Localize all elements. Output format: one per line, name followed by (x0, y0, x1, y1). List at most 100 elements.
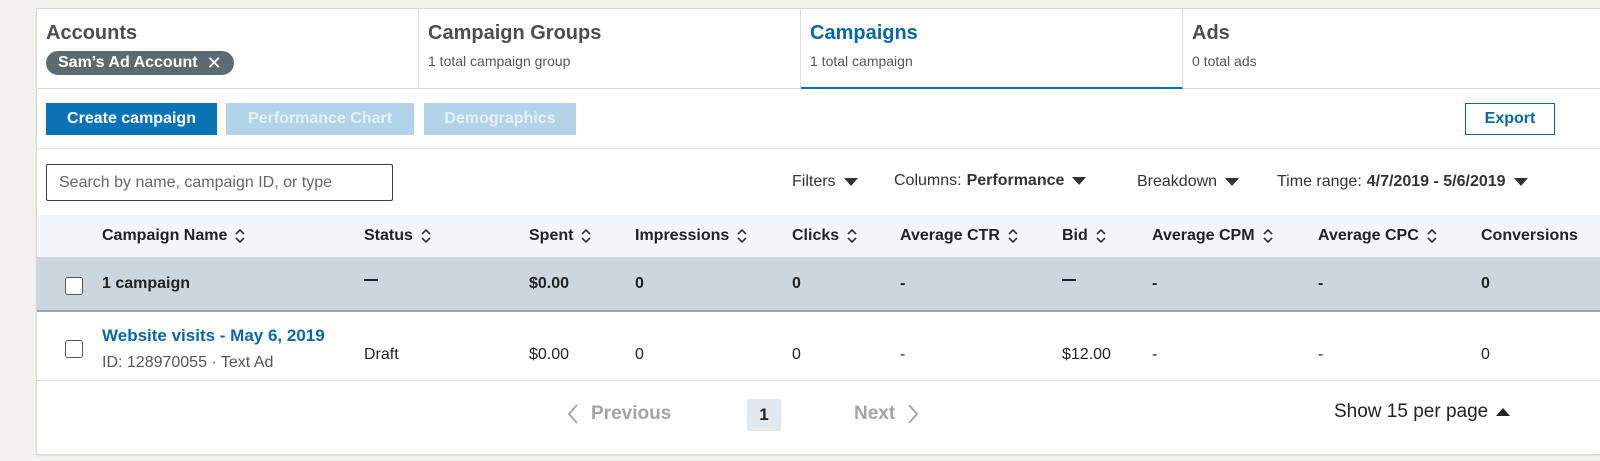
time-range-value: 4/7/2019 - 5/6/2019 (1366, 173, 1506, 190)
close-icon[interactable]: ✕ (206, 53, 222, 73)
table-header: Campaign Name Status Spent Impressions C… (37, 215, 1600, 257)
summary-clicks: 0 (792, 275, 801, 292)
summary-conversions: 0 (1481, 275, 1490, 292)
column-header-status[interactable]: Status (364, 227, 431, 245)
tab-accounts[interactable]: Accounts Sam’s Ad Account ✕ (37, 9, 419, 89)
previous-label: Previous (591, 403, 672, 424)
chevron-right-icon (908, 404, 919, 424)
tab-campaigns[interactable]: Campaigns 1 total campaign (801, 9, 1183, 89)
column-header-label: Bid (1062, 227, 1088, 244)
column-header-label: Campaign Name (102, 227, 228, 244)
pagination: Previous 1 Next Show 15 per page (37, 381, 1600, 447)
export-button[interactable]: Export (1465, 103, 1555, 135)
column-header-bid[interactable]: Bid (1062, 227, 1106, 245)
columns-value: Performance (966, 172, 1065, 189)
column-header-campaign-name[interactable]: Campaign Name (102, 227, 245, 245)
summary-status-dash (364, 271, 378, 289)
account-chip-label: Sam’s Ad Account (58, 54, 198, 71)
column-header-label: Status (364, 227, 413, 244)
column-header-impressions[interactable]: Impressions (635, 227, 747, 245)
tab-campaign-groups-title: Campaign Groups (428, 22, 602, 44)
campaign-status: Draft (364, 346, 399, 363)
column-header-label: Average CPM (1152, 227, 1255, 244)
search-input[interactable] (46, 164, 393, 201)
campaign-bid[interactable]: $12.00 (1062, 346, 1111, 363)
tab-campaign-groups-count: 1 total campaign group (428, 53, 571, 69)
column-header-label: Average CTR (900, 227, 1000, 244)
sort-icon (737, 228, 747, 244)
sort-icon (1008, 228, 1018, 244)
campaign-clicks: 0 (792, 346, 801, 363)
sort-icon (421, 228, 431, 244)
breakdown-dropdown[interactable]: Breakdown (1137, 173, 1240, 191)
next-label: Next (854, 403, 896, 424)
summary-row: 1 campaign $0.00 0 0 - - - 0 (37, 257, 1600, 312)
time-range-dropdown[interactable]: Time range: 4/7/2019 - 5/6/2019 (1277, 173, 1528, 191)
performance-chart-button[interactable]: Performance Chart (226, 103, 414, 135)
columns-dropdown[interactable]: Columns: Performance (894, 172, 1087, 190)
tab-ads[interactable]: Ads 0 total ads (1183, 9, 1600, 89)
chevron-left-icon (567, 404, 578, 424)
campaign-conversions: 0 (1481, 346, 1490, 363)
row-checkbox[interactable] (65, 340, 83, 358)
account-filter-chip[interactable]: Sam’s Ad Account ✕ (46, 51, 234, 75)
caret-down-icon (1513, 178, 1528, 186)
column-header-spent[interactable]: Spent (529, 227, 592, 245)
summary-campaign-count: 1 campaign (102, 275, 191, 292)
create-campaign-button[interactable]: Create campaign (46, 103, 217, 135)
columns-label: Columns: (894, 172, 962, 189)
campaign-average-cpc: - (1318, 346, 1324, 363)
filters-dropdown[interactable]: Filters (792, 173, 858, 191)
column-header-conversions[interactable]: Conversions (1481, 227, 1578, 245)
campaign-spent: $0.00 (529, 346, 570, 363)
column-header-average-cpc[interactable]: Average CPC (1318, 227, 1437, 245)
column-header-label: Spent (529, 227, 574, 244)
tab-ads-count: 0 total ads (1192, 53, 1257, 69)
sort-icon (235, 228, 245, 244)
caret-up-icon (1496, 408, 1511, 416)
sort-icon (847, 228, 857, 244)
next-page-button[interactable]: Next (854, 403, 919, 425)
campaign-average-cpm: - (1152, 346, 1158, 363)
campaign-name-link[interactable]: Website visits - May 6, 2019 (102, 326, 325, 345)
column-header-average-ctr[interactable]: Average CTR (900, 227, 1018, 245)
summary-average-ctr: - (900, 275, 906, 292)
time-range-label: Time range: (1277, 173, 1362, 190)
summary-impressions: 0 (635, 275, 644, 292)
campaign-impressions: 0 (635, 346, 644, 363)
summary-average-cpc: - (1318, 275, 1324, 292)
column-header-clicks[interactable]: Clicks (792, 227, 857, 245)
caret-down-icon (843, 178, 858, 186)
column-header-average-cpm[interactable]: Average CPM (1152, 227, 1273, 245)
tab-accounts-title: Accounts (46, 22, 138, 44)
entity-tabs: Accounts Sam’s Ad Account ✕ Campaign Gro… (37, 9, 1600, 89)
tab-campaigns-count: 1 total campaign (810, 53, 913, 69)
caret-down-icon (1225, 178, 1240, 186)
previous-page-button[interactable]: Previous (567, 403, 671, 425)
demographics-button[interactable]: Demographics (424, 103, 576, 135)
tab-campaigns-title: Campaigns (810, 22, 918, 44)
summary-spent: $0.00 (529, 275, 570, 292)
tab-ads-title: Ads (1192, 22, 1230, 44)
sort-icon (1262, 228, 1273, 244)
table-row: Website visits - May 6, 2019 ID: 1289700… (37, 314, 1600, 381)
summary-bid-dash (1062, 271, 1076, 289)
tab-campaign-groups[interactable]: Campaign Groups 1 total campaign group (419, 9, 801, 89)
filter-bar: Filters Columns: Performance Breakdown T… (37, 149, 1600, 215)
sort-icon (581, 228, 592, 244)
campaign-meta: ID: 128970055 · Text Ad (102, 354, 274, 371)
action-toolbar: Create campaign Performance Chart Demogr… (37, 89, 1600, 149)
column-header-label: Clicks (792, 227, 840, 244)
filters-label: Filters (792, 173, 836, 190)
breakdown-label: Breakdown (1137, 173, 1218, 190)
campaign-manager-panel: Accounts Sam’s Ad Account ✕ Campaign Gro… (36, 8, 1600, 455)
column-header-label: Average CPC (1318, 227, 1419, 244)
per-page-dropdown[interactable]: Show 15 per page (1334, 401, 1511, 423)
column-header-label: Conversions (1481, 227, 1578, 244)
summary-average-cpm: - (1152, 275, 1158, 292)
sort-icon (1096, 228, 1106, 244)
caret-down-icon (1072, 177, 1087, 185)
column-header-label: Impressions (635, 227, 730, 244)
current-page[interactable]: 1 (747, 399, 781, 431)
select-all-checkbox[interactable] (65, 277, 83, 295)
